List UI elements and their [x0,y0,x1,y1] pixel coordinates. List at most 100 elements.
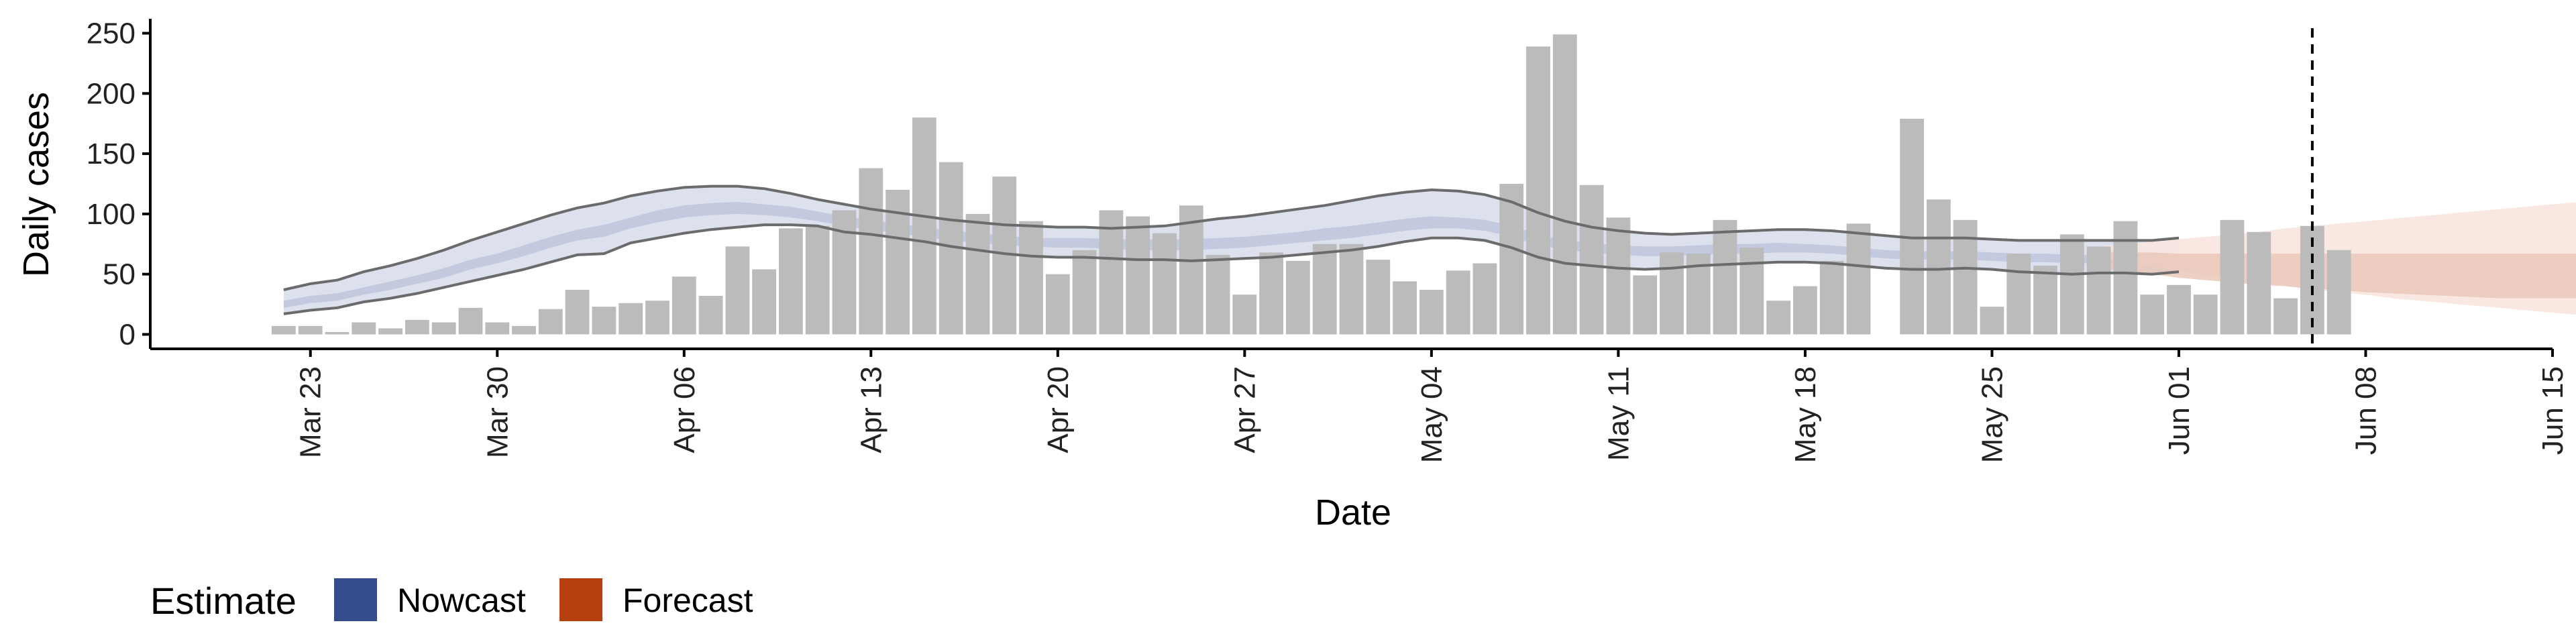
case-bar [512,325,536,335]
case-bar [859,168,883,335]
x-tick-label: May 11 [1602,366,1635,461]
case-bar [1366,260,1391,335]
x-tick-label: Apr 13 [855,366,888,453]
case-bar [2326,250,2351,335]
case-bar [2006,254,2031,335]
case-bar [1526,46,1550,335]
case-bar [298,325,323,335]
case-bar [458,307,483,335]
case-bar [1259,252,1283,335]
case-bar [1766,301,1790,335]
y-tick-label: 50 [103,258,136,291]
case-bar [1472,263,1497,335]
case-bar [431,322,456,335]
x-axis: Mar 23 Mar 30 Apr 06 Apr 13 Apr 20 Apr 27 May … [150,347,2569,463]
x-tick-label: Apr 20 [1042,366,1075,453]
case-bar [1232,294,1257,335]
case-bar [1660,252,1684,335]
y-tick-label: 0 [119,318,136,351]
case-bar [485,322,510,335]
case-bar [1499,184,1524,335]
case-bar [1045,274,1070,335]
case-bar [325,331,350,335]
case-bar [752,269,776,335]
y-axis-title: Daily cases [16,92,56,277]
y-tick-label: 250 [87,17,136,50]
case-bar [645,301,669,335]
lower-bound-line [283,223,2180,315]
case-bar [2059,234,2084,335]
case-bar [1393,281,1417,335]
case-bar [592,307,616,335]
case-bar [1179,205,1203,335]
estimate-bound-lines [283,184,2180,315]
case-bar [2167,284,2191,335]
upper-bound-line [283,184,2180,291]
case-bar [725,246,750,335]
case-bar [1446,270,1470,335]
case-bar [779,228,803,335]
case-bar [1205,254,1230,335]
case-bar [1900,119,1924,335]
case-bar [1286,260,1310,335]
case-bar [1099,210,1124,335]
legend: Estimate Nowcast Forecast [150,578,753,622]
case-bar [2086,246,2111,335]
y-tick-label: 150 [87,138,136,170]
case-bar [1739,248,1764,335]
case-bar [2113,221,2138,335]
case-bar [352,322,376,335]
x-tick-label: May 25 [1976,366,2008,463]
case-bar [672,276,696,335]
case-bar [272,325,296,335]
case-bar [1126,216,1150,335]
case-bar [1819,260,1844,335]
case-bar [1152,233,1177,335]
case-bar [1579,184,1604,335]
x-tick-label: Mar 23 [294,366,327,458]
y-tick-label: 100 [87,198,136,231]
x-tick-label: Mar 30 [481,366,514,458]
case-bar [1980,307,2004,335]
case-bar [405,319,429,335]
case-bar [2247,231,2271,335]
legend-swatch-forecast [559,578,602,621]
case-bar [1019,221,1043,335]
legend-title: Estimate [150,580,297,622]
case-bar [378,328,402,335]
case-bar [1606,217,1631,335]
case-bar [538,309,563,335]
x-tick-label: Apr 27 [1228,366,1261,453]
estimate-bands [283,186,2180,314]
x-tick-label: May 04 [1415,366,1448,463]
plot-area [272,28,2576,349]
case-bar [965,213,990,335]
x-tick-label: Apr 06 [668,366,701,453]
x-ticks: Mar 23 Mar 30 Apr 06 Apr 13 Apr 20 Apr 27 May … [294,349,2569,463]
case-bar [2033,266,2057,335]
nowcast-outer-band [283,186,2180,314]
case-bar [2193,294,2218,335]
case-bar [619,303,643,335]
case-bar [1072,250,1097,335]
case-bar [912,117,936,335]
x-tick-label: Jun 08 [2350,366,2383,455]
case-bar [1339,244,1364,335]
case-bar [1633,275,1658,335]
case-bar [565,290,590,335]
y-tick-label: 200 [87,77,136,110]
case-bar [1846,223,1871,335]
case-bar [2140,294,2165,335]
case-bar [698,296,723,335]
case-bar [805,225,830,335]
case-bar [1927,199,1951,335]
case-bar [1312,244,1337,335]
case-bar [1793,286,1817,335]
case-bars [272,34,2351,335]
case-bar [1713,219,1737,335]
y-ticks: 0 50 100 150 200 250 [87,17,150,351]
case-bar [1552,34,1577,335]
legend-label-forecast: Forecast [623,582,753,619]
x-axis-title: Date [1315,492,1391,533]
